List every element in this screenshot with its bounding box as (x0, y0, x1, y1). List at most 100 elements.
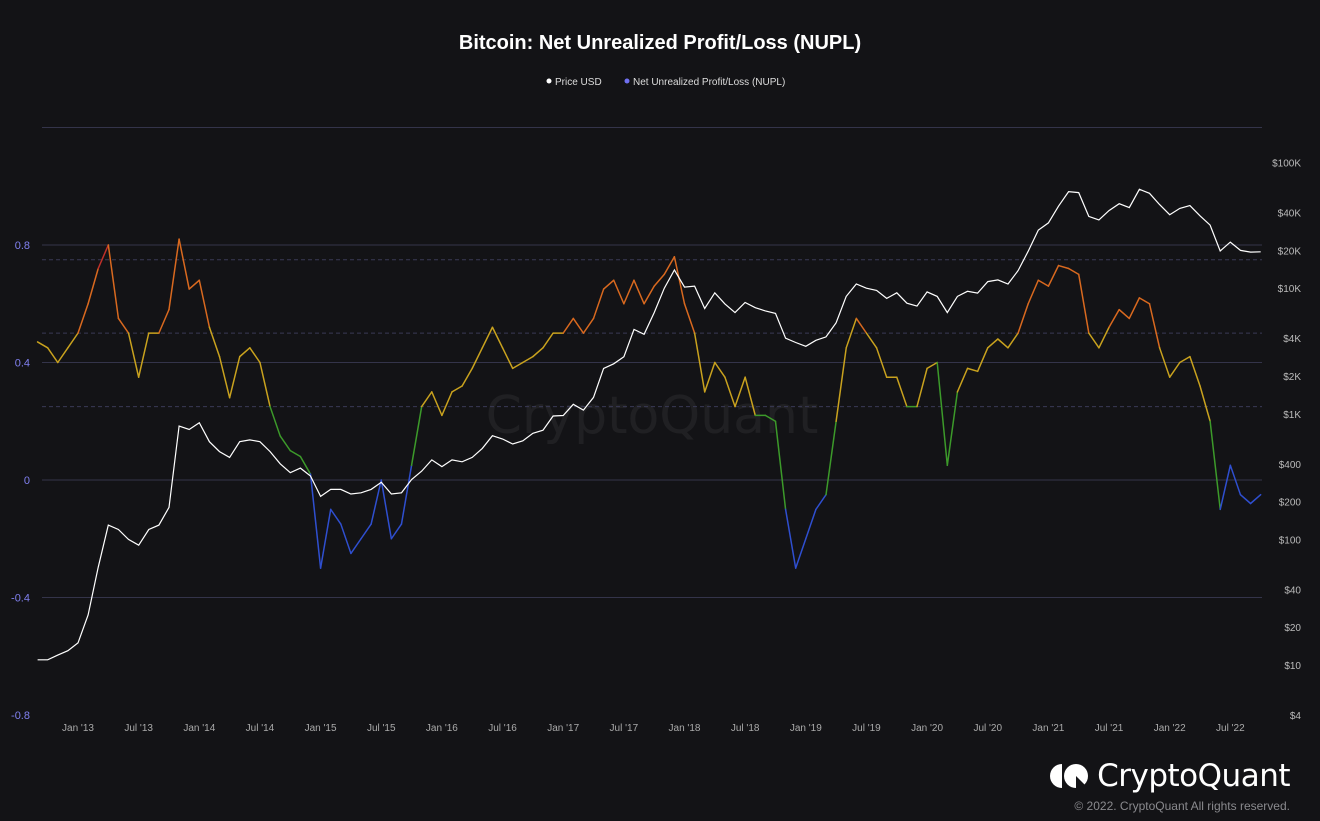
nupl-segment (643, 285, 655, 305)
nupl-segment (249, 347, 261, 364)
nupl-segment (724, 376, 736, 408)
nupl-segment (562, 317, 575, 334)
nupl-segment (825, 420, 837, 496)
nupl-segment (582, 317, 595, 334)
x-tick-label: Jul '22 (1216, 723, 1245, 734)
nupl-segment (744, 376, 757, 417)
copyright: © 2022. CryptoQuant All rights reserved. (1074, 799, 1290, 813)
y-right-tick-label: $2K (1283, 372, 1301, 383)
nupl-segment (997, 338, 1009, 349)
nupl-segment (1027, 279, 1040, 305)
nupl-segment (1219, 464, 1232, 511)
nupl-segment (178, 238, 190, 290)
nupl-segment (966, 367, 979, 373)
nupl-segment (1037, 279, 1050, 287)
x-tick-label: Jan '20 (911, 723, 943, 734)
cryptoquant-logo-icon (1050, 764, 1089, 788)
nupl-segment (238, 347, 251, 358)
nupl-segment (936, 361, 949, 467)
y-left-tick-label: 0.8 (15, 240, 30, 252)
nupl-segment (602, 279, 615, 290)
nupl-segment (1007, 332, 1019, 349)
nupl-segment (845, 317, 858, 349)
nupl-segment (805, 508, 817, 540)
x-tick-label: Jul '13 (124, 723, 153, 734)
nupl-segment (1199, 385, 1211, 422)
nupl-segment (784, 508, 797, 569)
nupl-segment (734, 376, 746, 408)
nupl-segment (1148, 303, 1161, 349)
nupl-segment (835, 347, 847, 422)
nupl-segment (228, 355, 241, 399)
brand-name: CryptoQuant (1097, 758, 1290, 794)
y-right-tick-label: $40 (1284, 585, 1301, 596)
nupl-segment (1047, 264, 1060, 287)
nupl-segment (46, 347, 59, 364)
nupl-segment (522, 355, 534, 364)
y-left-tick-label: 0.4 (15, 358, 30, 370)
nupl-segment (1118, 308, 1131, 320)
nupl-segment (420, 391, 433, 408)
legend-label-nupl[interactable]: Net Unrealized Profit/Loss (NUPL) (633, 77, 785, 88)
brand-logo: CryptoQuant (1049, 758, 1290, 794)
x-tick-label: Jan '22 (1154, 723, 1186, 734)
nupl-segment (1229, 464, 1242, 496)
x-tick-label: Jan '17 (547, 723, 579, 734)
nupl-segment (673, 256, 686, 305)
nupl-segment (633, 279, 645, 305)
x-tick-label: Jan '21 (1032, 723, 1064, 734)
x-tick-label: Jan '13 (62, 723, 94, 734)
nupl-segment (1158, 347, 1171, 378)
nupl-segment (976, 347, 989, 373)
nupl-segment (461, 367, 473, 387)
nupl-segment (532, 347, 544, 358)
nupl-segment (451, 385, 463, 393)
nupl-segment (431, 391, 443, 417)
nupl-segment (1189, 355, 1201, 387)
nupl-segment (57, 347, 69, 364)
nupl-segment (916, 367, 928, 408)
nupl-segment (309, 473, 322, 569)
x-tick-label: Jul '17 (610, 723, 639, 734)
nupl-segment (208, 326, 221, 358)
nupl-segment (329, 508, 342, 525)
nupl-segment (188, 279, 201, 290)
legend-marker-price (546, 78, 552, 84)
nupl-segment (623, 279, 635, 305)
nupl-segment (572, 317, 585, 334)
nupl-segment (1168, 361, 1181, 378)
nupl-segment (1017, 303, 1029, 334)
legend-label-price[interactable]: Price USD (555, 77, 602, 88)
legend-marker-nupl (624, 78, 630, 84)
nupl-segment (703, 361, 716, 393)
nupl-segment (1088, 332, 1100, 349)
nupl-segment (855, 317, 868, 334)
nupl-segment (1138, 297, 1151, 305)
nupl-segment (259, 361, 271, 408)
nupl-segment (107, 244, 120, 320)
grid (42, 127, 1262, 598)
x-tick-label: Jul '18 (731, 723, 760, 734)
nupl-segment (1067, 267, 1080, 276)
nupl-segment (1108, 308, 1120, 328)
legend: Price USD Net Unrealized Profit/Loss (NU… (546, 77, 785, 88)
nupl-segment (289, 449, 302, 458)
nupl-segment (97, 244, 110, 270)
nupl-segment (87, 267, 99, 305)
nupl-segment (987, 338, 999, 349)
nupl-segment (612, 279, 625, 305)
nupl-segment (1057, 264, 1070, 270)
y-right-tick-label: $100K (1272, 159, 1301, 170)
nupl-segment (1209, 420, 1221, 511)
nupl-segment (127, 332, 140, 378)
watermark: CryptoQuant (486, 386, 819, 446)
nupl-segment (815, 493, 827, 511)
nupl-segment (77, 303, 89, 334)
nupl-segment (1098, 326, 1110, 349)
nupl-segment (511, 361, 524, 370)
nupl-segment (491, 326, 504, 349)
price-usd-line (37, 188, 1261, 661)
nupl-segment (1179, 355, 1191, 364)
nupl-segment (542, 332, 554, 349)
